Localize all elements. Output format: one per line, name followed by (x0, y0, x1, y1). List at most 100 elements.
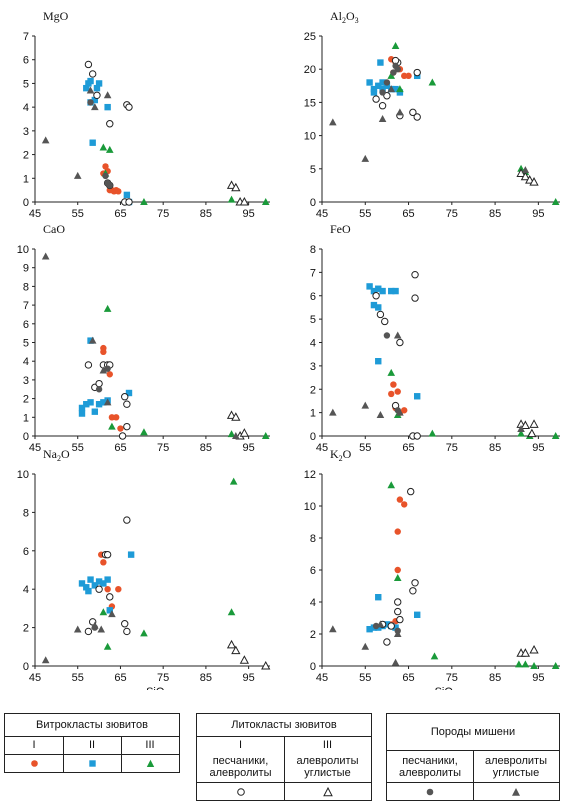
point-tA (376, 620, 385, 628)
y-tick-label: 5 (23, 78, 29, 90)
point-lI (413, 432, 421, 440)
point-lI (411, 271, 419, 279)
point-vII (375, 285, 382, 292)
x-tick-label: 45 (316, 442, 328, 454)
x-tick-label: 85 (489, 672, 501, 684)
point-lI (409, 587, 417, 595)
panel-1: 0 5 10 15 20 25 45 55 65 75 85 95 Al2O3 (304, 9, 560, 220)
legend-lito-col-1: I (238, 739, 243, 751)
point-lI (372, 292, 380, 300)
point-lI (383, 92, 391, 100)
point-vII (83, 584, 90, 591)
legend-marker-lito-i (237, 788, 245, 796)
x-tick-label: 55 (72, 672, 84, 684)
legend-marker-vitro-i (31, 760, 38, 767)
point-lI (88, 70, 97, 78)
x-tick-label: 55 (359, 672, 371, 684)
point-tS (95, 386, 103, 393)
point-tA (517, 424, 525, 432)
point-vIII (229, 477, 238, 485)
legend-target-desc-2: алевролиты углистые (485, 755, 547, 779)
y-tick-label: 4 (23, 356, 29, 368)
y-tick-label: 8 (310, 533, 316, 545)
point-tA (391, 658, 400, 666)
point-tA (41, 252, 50, 260)
y-tick-label: 5 (310, 314, 316, 326)
x-tick-label: 85 (200, 672, 212, 684)
y-tick-label: 6 (310, 291, 316, 303)
y-tick-label: 6 (310, 565, 316, 577)
point-lIII (529, 419, 539, 428)
point-vI (104, 586, 111, 593)
point-vI (390, 381, 397, 388)
legend-marker-vitro-ii (89, 760, 96, 767)
point-vII (375, 304, 382, 311)
point-vIII (99, 143, 108, 151)
point-tA (41, 656, 50, 664)
x-tick-label: 85 (489, 442, 501, 454)
point-vII (95, 401, 103, 408)
point-lI (123, 422, 131, 431)
point-lI (123, 627, 131, 636)
point-vII (379, 287, 386, 295)
point-vI (388, 390, 395, 398)
point-vII (370, 89, 378, 96)
y-tick-label: 2 (23, 623, 29, 635)
x-tick-label: 95 (243, 208, 255, 220)
point-vIII (261, 432, 270, 439)
legend-vitro-col-1: I (32, 739, 36, 751)
y-tick-label: 0 (23, 431, 29, 443)
point-lI (95, 379, 103, 388)
point-vI (394, 566, 401, 574)
point-vII (375, 82, 382, 89)
y-tick-label: 7 (23, 31, 29, 43)
point-lI (411, 294, 419, 302)
point-vIII (551, 432, 560, 439)
point-lI (396, 338, 404, 347)
y-tick-label: 5 (310, 164, 316, 176)
y-tick-label: 8 (23, 507, 29, 519)
point-vII (375, 594, 382, 601)
point-lIII (520, 171, 531, 181)
point-vIII (396, 85, 404, 93)
point-vII (83, 401, 90, 408)
point-vI (100, 348, 107, 356)
point-tA (361, 642, 370, 650)
point-lIII (520, 648, 531, 657)
point-vII (377, 59, 384, 66)
x-tick-label: 85 (200, 208, 212, 220)
point-lI (396, 615, 404, 624)
point-lIII (226, 180, 237, 189)
point-vI (401, 407, 408, 414)
legend-marker-target-siltstone (512, 788, 520, 796)
y-tick-label: 10 (304, 501, 316, 513)
point-vII (392, 624, 399, 631)
point-vII (127, 551, 135, 558)
point-tA (99, 366, 108, 374)
x-tick-label: 85 (489, 208, 501, 220)
x-axis-label: SiO2 (146, 686, 169, 690)
point-vII (100, 399, 107, 406)
legend-lito-desc-1: песчаники, алевролиты (209, 755, 272, 779)
point-vI (115, 188, 122, 195)
legend-vitro-col-3: III (145, 739, 155, 751)
y-tick-label: 12 (304, 469, 316, 481)
point-lI (125, 103, 133, 111)
y-tick-label: 10 (17, 469, 29, 481)
legend-vitro-col-2: II (88, 739, 96, 751)
y-tick-label: 10 (17, 244, 29, 256)
x-tick-label: 45 (29, 208, 41, 220)
panel-4: 0 2 4 6 8 10 45 55 65 75 85 95 Na2O SiO2 (17, 447, 271, 690)
x-tick-label: 95 (532, 208, 544, 220)
x-tick-label: 85 (200, 442, 212, 454)
point-lI (84, 361, 93, 369)
point-tA (376, 410, 385, 418)
point-vII (366, 626, 373, 633)
point-lI (387, 622, 395, 630)
point-vIII (551, 198, 560, 205)
point-vII (414, 393, 421, 400)
point-vIII (140, 428, 148, 436)
point-vIII (140, 198, 148, 205)
x-tick-label: 45 (29, 442, 41, 454)
